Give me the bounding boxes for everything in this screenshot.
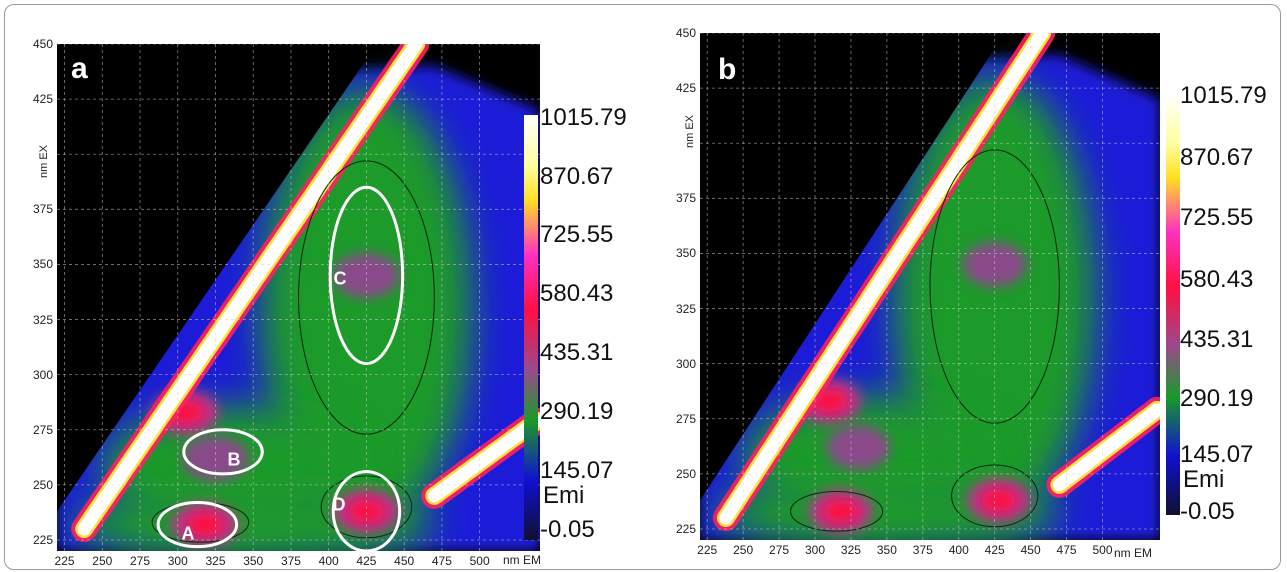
colorbar-unit-a: Emi xyxy=(543,482,585,509)
x-tick-label: 475 xyxy=(431,554,452,568)
colorbar-tick-a-1: 870.67 xyxy=(540,163,614,190)
colorbar-gradient-b xyxy=(1166,93,1180,515)
x-tick-label: 300 xyxy=(167,554,188,568)
x-tick-label: 450 xyxy=(1020,543,1041,557)
x-tick-label: 475 xyxy=(1056,543,1077,557)
region-outline-b xyxy=(182,428,264,476)
panel-letter-b: b xyxy=(718,53,737,86)
heatmap-a xyxy=(57,44,540,551)
y-tick-label: 225 xyxy=(32,532,53,547)
heatmap-peak-core-1 xyxy=(186,513,224,536)
y-tick-label: 375 xyxy=(32,202,53,217)
y-tick-label: 325 xyxy=(32,312,53,327)
x-tick-label: 275 xyxy=(769,543,790,557)
rayleigh-band-second-order xyxy=(1052,403,1160,492)
y-tick-label: 275 xyxy=(675,411,696,426)
y-tick-label: 275 xyxy=(32,422,53,437)
x-tick-label: 225 xyxy=(697,543,718,557)
colorbar-tick-a-6: 145.07 xyxy=(540,457,614,484)
x-tick-label: 350 xyxy=(243,554,264,568)
heatmap-peak-4 xyxy=(826,425,890,470)
colorbar-tick-b-3: 580.43 xyxy=(1180,266,1254,293)
x-tick-label: 400 xyxy=(318,554,339,568)
y-tick-label: 450 xyxy=(32,37,53,51)
x-tick-label: 325 xyxy=(205,554,226,568)
colorbar-tick-b-6: 145.07 xyxy=(1180,441,1254,468)
y-tick-label: 375 xyxy=(675,191,696,206)
y-tick-label: 300 xyxy=(32,367,53,382)
rayleigh-band-first-order xyxy=(77,44,423,536)
region-outline-d xyxy=(331,470,402,551)
y-tick-label: 225 xyxy=(675,521,696,536)
colorbar-tick-a-5: 290.19 xyxy=(540,398,614,425)
colorbar-tick-b-7: -0.05 xyxy=(1180,498,1235,525)
colorbar-tick-b-4: 435.31 xyxy=(1180,326,1254,353)
y-tick-label: 250 xyxy=(32,477,53,492)
x-tick-label: 500 xyxy=(469,554,490,568)
colorbar-tick-a-7: -0.05 xyxy=(540,516,595,543)
colorbar-tick-a-0: 1015.79 xyxy=(540,104,627,131)
y-tick-label: 325 xyxy=(675,301,696,316)
region-label-d: D xyxy=(332,494,346,515)
rayleigh-band-second-order xyxy=(427,414,540,503)
panel-letter-a: a xyxy=(71,52,88,85)
x-tick-label: 425 xyxy=(356,554,377,568)
colorbar-tick-a-4: 435.31 xyxy=(540,339,614,366)
colorbar-unit-b: Emi xyxy=(1183,466,1225,493)
y-tick-label: 425 xyxy=(32,92,53,107)
y-tick-label: 250 xyxy=(675,466,696,481)
x-tick-label: 250 xyxy=(733,543,754,557)
heatmap-b xyxy=(700,33,1160,540)
colorbar-tick-b-2: 725.55 xyxy=(1180,204,1254,231)
x-tick-label: 400 xyxy=(948,543,969,557)
colorbar-a xyxy=(524,115,538,540)
region-label-c: C xyxy=(333,268,347,289)
colorbar-tick-b-5: 290.19 xyxy=(1180,385,1254,412)
x-tick-label: 375 xyxy=(280,554,301,568)
x-tick-label: 375 xyxy=(912,543,933,557)
colorbar-b xyxy=(1166,93,1180,515)
x-axis-label-b: nm EM xyxy=(1114,546,1153,560)
y-tick-label: 450 xyxy=(675,26,696,40)
region-outline-a xyxy=(156,501,239,549)
heatmap-peak-core-1 xyxy=(823,500,859,523)
contour-line-2 xyxy=(790,491,884,532)
x-tick-label: 350 xyxy=(876,543,897,557)
region-outline-c xyxy=(328,185,405,366)
colorbar-tick-a-2: 725.55 xyxy=(540,221,614,248)
x-axis-label-a: nm EM xyxy=(503,553,542,567)
heatmap-peak-core-2 xyxy=(981,489,1017,512)
x-tick-label: 250 xyxy=(92,554,113,568)
x-tick-label: 225 xyxy=(54,554,75,568)
y-tick-label: 350 xyxy=(675,246,696,261)
y-axis-label-b: nm EX xyxy=(684,114,696,148)
colorbar-tick-b-1: 870.67 xyxy=(1180,144,1254,171)
y-tick-label: 300 xyxy=(675,356,696,371)
heatmap-plot-a: a B C D A xyxy=(57,44,540,551)
x-tick-label: 300 xyxy=(804,543,826,557)
x-tick-label: 275 xyxy=(130,554,151,568)
rayleigh-band-first-order xyxy=(719,33,1049,525)
x-tick-label: 500 xyxy=(1092,543,1113,557)
region-label-a: A xyxy=(181,523,195,544)
x-tick-label: 325 xyxy=(840,543,861,557)
y-tick-label: 350 xyxy=(32,257,53,272)
y-tick-label: 425 xyxy=(675,81,696,96)
figure-frame xyxy=(4,4,1281,570)
heatmap-plot-b: b xyxy=(700,33,1160,540)
region-label-b: B xyxy=(227,449,241,470)
heatmap-peak-core-2 xyxy=(348,500,385,523)
colorbar-gradient-a xyxy=(524,115,538,540)
x-tick-label: 450 xyxy=(394,554,415,568)
y-axis-label-a: nm EX xyxy=(38,144,50,178)
colorbar-tick-a-3: 580.43 xyxy=(540,280,614,307)
colorbar-tick-b-0: 1015.79 xyxy=(1180,82,1267,109)
x-tick-label: 425 xyxy=(984,543,1005,557)
